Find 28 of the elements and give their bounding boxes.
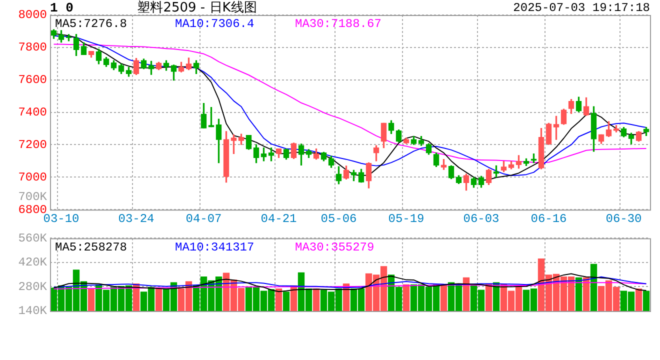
chart-title: 塑料2509 - 日K线图 <box>137 0 257 16</box>
y-tick-label: 7000 <box>18 170 47 184</box>
x-tick-label: 04-21 <box>260 212 297 226</box>
y-tick-label: 280K <box>18 280 48 294</box>
y-tick-label: 7800 <box>18 40 47 55</box>
y-tick-label: 420K <box>18 256 48 270</box>
x-tick-label: 03-24 <box>118 212 154 226</box>
text: MA5:258278 <box>55 240 128 254</box>
x-tick-label: 04-07 <box>186 212 222 226</box>
y-tick-label: 8000 <box>18 8 47 22</box>
x-tick-label: 06-03 <box>463 212 500 226</box>
x-tick-label: 06-16 <box>530 212 567 226</box>
y-tick-label: 7200 <box>18 138 47 152</box>
text: MA30:355279 <box>295 240 374 254</box>
text: 700K <box>18 190 48 204</box>
text: MA10:341317 <box>175 240 254 254</box>
annotation: 2025-07-03 19:17:18 <box>513 1 650 16</box>
text: MA10:7306.4 <box>175 17 254 32</box>
y-tick-label: 7400 <box>18 105 47 120</box>
x-tick-label: 06-30 <box>606 212 642 226</box>
annotation: 1 0 <box>50 0 74 16</box>
y-tick-label: 560K <box>18 231 48 246</box>
x-tick-label: 05-06 <box>320 212 357 226</box>
y-tick-label: 7600 <box>18 73 47 88</box>
series-label: MA5:7276.8 <box>55 17 128 32</box>
text: MA30:7188.67 <box>295 17 382 32</box>
y-tick-label: 140K <box>18 304 48 318</box>
x-tick-label: 05-19 <box>388 212 424 226</box>
